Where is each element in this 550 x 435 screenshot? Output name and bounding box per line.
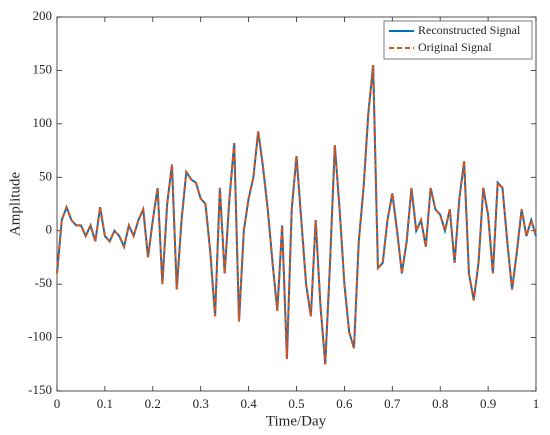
y-axis-label: Amplitude bbox=[7, 172, 23, 237]
y-tick-label: -150 bbox=[28, 382, 52, 397]
x-tick-label: 0.6 bbox=[336, 396, 353, 411]
y-tick-label: 150 bbox=[33, 61, 53, 76]
y-tick-label: 100 bbox=[33, 115, 53, 130]
y-tick-label: 0 bbox=[46, 222, 53, 237]
legend bbox=[383, 20, 533, 60]
x-tick-label: 0.9 bbox=[480, 396, 496, 411]
x-tick-label: 0.4 bbox=[240, 396, 257, 411]
legend-label: Reconstructed Signal bbox=[418, 23, 521, 37]
y-tick-label: 50 bbox=[39, 168, 52, 183]
plot-area bbox=[56, 16, 537, 392]
x-tick-label: 0.3 bbox=[193, 396, 209, 411]
series-line bbox=[56, 64, 537, 365]
y-tick-label: 200 bbox=[33, 8, 53, 23]
x-tick-label: 0.2 bbox=[145, 396, 161, 411]
y-tick-label: -100 bbox=[28, 329, 52, 344]
x-axis-label: Time/Day bbox=[266, 413, 327, 429]
legend-label: Original Signal bbox=[418, 40, 492, 54]
x-tick-label: 0.8 bbox=[432, 396, 448, 411]
x-tick-label: 1 bbox=[533, 396, 540, 411]
x-tick-label: 0.1 bbox=[97, 396, 113, 411]
x-tick-label: 0 bbox=[54, 396, 61, 411]
x-tick-label: 0.7 bbox=[384, 396, 401, 411]
y-tick-label: -50 bbox=[35, 275, 52, 290]
x-tick-label: 0.5 bbox=[288, 396, 304, 411]
